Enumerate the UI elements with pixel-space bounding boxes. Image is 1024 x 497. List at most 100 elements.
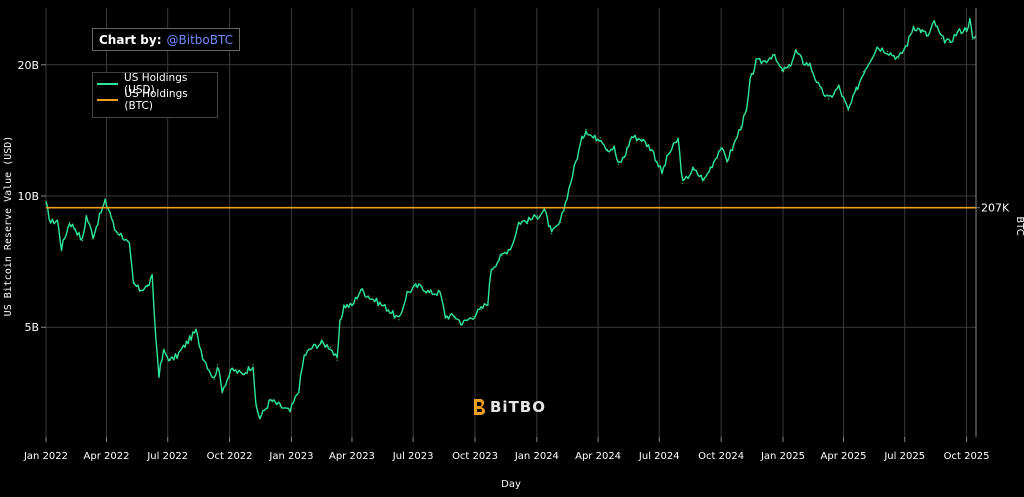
credit-label: Chart by: bbox=[99, 32, 162, 47]
data-point bbox=[764, 60, 766, 62]
data-point bbox=[85, 215, 87, 217]
data-point bbox=[122, 235, 124, 237]
data-point bbox=[511, 244, 513, 247]
data-point bbox=[490, 268, 492, 270]
data-point bbox=[158, 373, 160, 375]
data-point bbox=[68, 221, 71, 223]
data-point bbox=[746, 110, 748, 112]
x-tick-label: Oct 2024 bbox=[698, 451, 744, 462]
data-point bbox=[444, 315, 446, 317]
legend-label-usd: US Holdings (USD) bbox=[124, 72, 188, 96]
data-point bbox=[461, 322, 463, 325]
data-point bbox=[677, 138, 679, 140]
chart-credit: Chart by: @BitboBTC bbox=[92, 28, 240, 51]
data-point bbox=[838, 86, 840, 88]
data-point bbox=[185, 342, 188, 344]
data-point bbox=[957, 31, 959, 33]
data-point bbox=[279, 405, 281, 407]
data-point bbox=[311, 346, 313, 348]
data-point bbox=[480, 308, 482, 310]
x-axis-title: Day bbox=[501, 479, 521, 490]
data-point bbox=[863, 71, 865, 73]
legend-label-btc: US Holdings (BTC) bbox=[124, 88, 188, 112]
data-point bbox=[351, 305, 353, 307]
y2-tick-label: 207K bbox=[981, 202, 1010, 215]
data-point bbox=[941, 37, 943, 40]
data-point bbox=[241, 373, 243, 375]
data-point bbox=[933, 21, 935, 23]
data-point bbox=[406, 292, 408, 294]
x-tick-label: Jan 2024 bbox=[514, 451, 559, 462]
grid bbox=[45, 8, 976, 437]
legend-item-btc[interactable]: US Holdings (BTC) bbox=[93, 88, 217, 112]
data-point bbox=[551, 233, 553, 235]
data-point bbox=[617, 164, 619, 166]
data-point bbox=[682, 182, 684, 184]
data-point bbox=[898, 57, 900, 59]
data-point bbox=[559, 221, 562, 223]
data-point bbox=[733, 144, 735, 146]
data-point bbox=[920, 29, 922, 31]
legend-item-usd[interactable]: US Holdings (USD) bbox=[93, 72, 217, 96]
data-point bbox=[755, 61, 757, 63]
data-point bbox=[155, 334, 157, 336]
data-point bbox=[428, 292, 430, 294]
data-point bbox=[802, 61, 804, 63]
data-point bbox=[100, 211, 102, 213]
data-point bbox=[415, 285, 417, 288]
data-point bbox=[581, 138, 583, 140]
x-tick-label: Jul 2022 bbox=[146, 451, 188, 462]
bitbo-logo-icon bbox=[474, 399, 485, 415]
data-point bbox=[321, 342, 323, 344]
x-tick-label: Jul 2024 bbox=[638, 451, 680, 462]
data-point bbox=[819, 88, 821, 90]
data-point bbox=[566, 195, 568, 197]
data-point bbox=[398, 319, 400, 321]
data-point bbox=[876, 46, 878, 48]
data-point bbox=[343, 305, 345, 307]
data-point bbox=[75, 228, 77, 230]
data-point bbox=[528, 219, 530, 221]
data-point bbox=[501, 255, 503, 257]
data-point bbox=[537, 215, 539, 217]
data-point bbox=[45, 203, 47, 205]
data-point bbox=[56, 219, 59, 221]
legend-swatch-btc bbox=[97, 99, 119, 101]
data-point bbox=[703, 179, 705, 181]
data-point bbox=[298, 388, 300, 390]
data-point bbox=[439, 292, 441, 294]
data-point bbox=[740, 126, 742, 128]
data-point bbox=[231, 368, 233, 371]
data-point bbox=[606, 148, 609, 150]
data-point bbox=[377, 301, 379, 303]
data-point bbox=[360, 289, 362, 291]
data-point bbox=[487, 301, 489, 303]
data-point bbox=[795, 50, 797, 52]
data-point bbox=[132, 282, 134, 285]
data-point bbox=[252, 364, 254, 366]
data-point bbox=[92, 235, 94, 237]
x-tick-label: Jul 2023 bbox=[392, 451, 434, 462]
legend-swatch-usd bbox=[97, 83, 119, 85]
data-point bbox=[772, 54, 774, 56]
data-point bbox=[213, 378, 215, 380]
data-point bbox=[972, 38, 974, 40]
data-point bbox=[788, 67, 790, 69]
data-point bbox=[585, 129, 587, 131]
data-point bbox=[329, 346, 331, 348]
y-axis-title: US Bitcoin Reserve Value (USD) bbox=[3, 136, 14, 317]
data-point bbox=[641, 138, 643, 140]
series-line-usd bbox=[45, 17, 977, 420]
data-point bbox=[128, 244, 130, 247]
data-point bbox=[912, 25, 915, 27]
x-tick-label: Oct 2022 bbox=[207, 451, 253, 462]
data-point bbox=[421, 285, 423, 288]
credit-handle-link[interactable]: @BitboBTC bbox=[166, 32, 233, 47]
data-point bbox=[966, 28, 968, 30]
x-tick-label: Jul 2025 bbox=[883, 451, 925, 462]
data-point bbox=[303, 355, 305, 357]
data-point bbox=[749, 81, 751, 83]
x-tick-label: Jan 2023 bbox=[268, 451, 313, 462]
bitbo-logo: BiTBO bbox=[472, 398, 546, 416]
